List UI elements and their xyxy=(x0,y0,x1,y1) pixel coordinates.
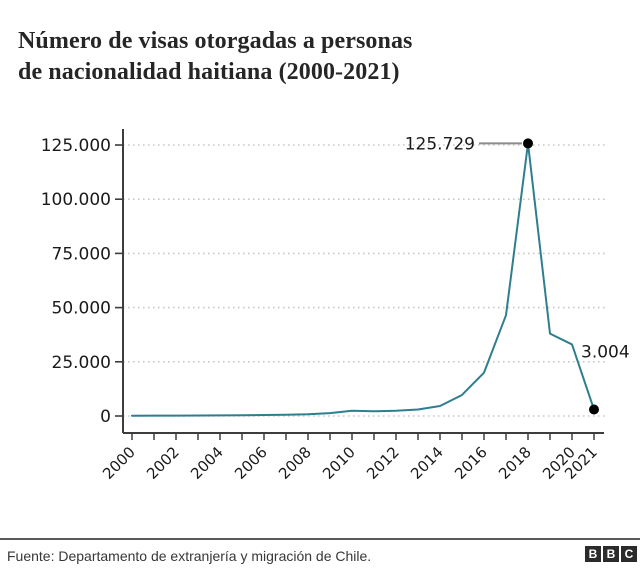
source-text: Fuente: Departamento de extranjería y mi… xyxy=(7,548,372,564)
chart-title-line2: de nacionalidad haitiana (2000-2021) xyxy=(18,59,400,85)
chart-title-line1: Número de visas otorgadas a personas xyxy=(18,28,413,54)
y-axis-label: 50.000 xyxy=(52,299,111,319)
x-axis-label: 2014 xyxy=(407,443,447,483)
x-axis-label: 2018 xyxy=(495,443,535,483)
data-point-marker xyxy=(589,404,599,415)
data-line xyxy=(131,142,595,417)
y-axis-label: 0 xyxy=(100,407,111,427)
bbc-logo-letter: C xyxy=(621,546,637,562)
y-axis-label: 125.000 xyxy=(41,136,111,156)
x-axis-label: 2002 xyxy=(143,443,183,483)
data-point-marker xyxy=(523,138,533,149)
annotation-label-end: 3.004 xyxy=(581,342,630,362)
bbc-logo-letter: B xyxy=(603,546,619,562)
x-axis-label: 2008 xyxy=(275,443,315,483)
x-axis-label: 2016 xyxy=(451,443,491,483)
x-axis-label: 2006 xyxy=(231,443,271,483)
chart-title: Número de visas otorgadas a personas de … xyxy=(18,26,413,88)
x-axis-label: 2000 xyxy=(99,443,139,483)
x-axis-label: 2010 xyxy=(319,443,359,483)
y-axis-label: 100.000 xyxy=(41,190,111,210)
x-axis-label: 2004 xyxy=(187,443,227,483)
y-axis-label: 25.000 xyxy=(52,353,111,373)
x-axis-label: 2012 xyxy=(363,443,403,483)
footer-divider xyxy=(0,538,640,540)
annotation-label-peak: 125.729 xyxy=(405,134,475,154)
bbc-logo: B B C xyxy=(585,546,637,562)
y-axis-label: 75.000 xyxy=(52,244,111,264)
bbc-logo-letter: B xyxy=(585,546,601,562)
